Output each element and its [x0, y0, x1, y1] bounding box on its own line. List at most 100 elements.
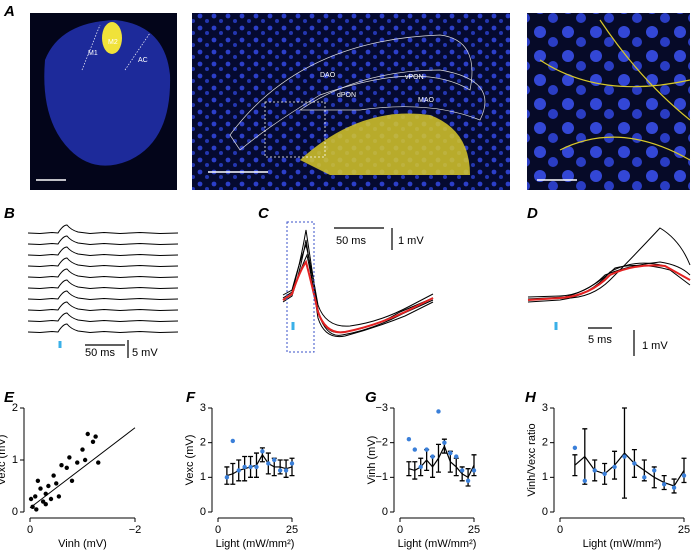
y-tick-label: 0	[542, 506, 548, 518]
y-axis-label: Vinh/Vexc ratio	[526, 423, 538, 496]
scale-label: 5 ms	[588, 334, 612, 346]
x-axis-label: Light (mW/mm²)	[583, 538, 662, 550]
point	[80, 447, 85, 452]
point	[67, 455, 72, 460]
y-tick-label: 1	[542, 471, 548, 483]
point	[572, 445, 578, 451]
point	[642, 475, 647, 480]
y-tick-label: 1	[12, 454, 18, 466]
point	[248, 464, 253, 470]
point	[622, 454, 627, 459]
error-bar	[406, 461, 412, 477]
image-label: vPON	[405, 74, 424, 81]
scale-label: 50 ms	[85, 347, 115, 359]
scale-label: 1 mV	[398, 235, 424, 247]
y-tick-label: 0	[12, 506, 18, 518]
point	[43, 502, 48, 507]
scale-label: 50 ms	[336, 235, 366, 247]
y-tick-label: −3	[375, 402, 388, 414]
x-axis-label: Vinh (mV)	[58, 538, 107, 550]
x-tick-label: −2	[129, 524, 142, 536]
point	[652, 468, 657, 473]
point	[54, 481, 59, 486]
y-tick-label: 3	[200, 402, 206, 414]
point	[277, 468, 283, 473]
x-axis-label: Light (mW/mm²)	[398, 538, 477, 550]
point	[69, 478, 75, 483]
point	[51, 473, 56, 478]
x-tick-label: 25	[678, 524, 690, 536]
y-tick-label: 0	[200, 506, 206, 518]
point	[681, 473, 687, 478]
point	[38, 486, 43, 491]
y-tick-label: −1	[375, 471, 388, 483]
point	[82, 457, 88, 463]
point	[30, 504, 35, 509]
y-tick-label: 2	[12, 402, 18, 414]
traces-d	[527, 227, 691, 303]
panel-label: C	[258, 205, 270, 222]
point	[236, 468, 241, 473]
scale-label: 5 mV	[132, 347, 158, 359]
panel-label: D	[527, 205, 538, 222]
y-tick-label: 0	[382, 506, 388, 518]
point	[471, 468, 477, 473]
point	[448, 450, 453, 456]
panel-label: H	[525, 389, 537, 406]
image-closeup	[527, 13, 691, 190]
point	[224, 475, 230, 480]
point	[75, 460, 80, 465]
point	[64, 465, 69, 470]
point	[48, 496, 54, 502]
point	[602, 471, 607, 477]
image-label: M2	[108, 39, 118, 46]
point	[671, 485, 677, 490]
point	[242, 464, 247, 470]
zoom-box	[286, 221, 315, 353]
point	[283, 468, 289, 473]
point	[661, 482, 667, 487]
point	[272, 457, 277, 463]
y-axis-label: Vinh (mV)	[366, 436, 378, 485]
mean-line	[408, 444, 475, 479]
point	[34, 507, 39, 512]
point	[454, 454, 459, 459]
point	[56, 494, 62, 499]
panel-label: A	[3, 3, 15, 20]
panel-label: B	[4, 205, 15, 222]
point	[93, 434, 98, 439]
point	[592, 468, 597, 473]
point	[96, 460, 101, 465]
point	[254, 464, 259, 470]
point	[266, 461, 271, 466]
point	[406, 437, 412, 442]
panel-label: G	[365, 389, 377, 406]
x-tick-label: 0	[397, 524, 403, 536]
x-tick-label: 25	[468, 524, 480, 536]
point	[230, 438, 235, 444]
x-tick-label: 0	[557, 524, 563, 536]
point	[459, 468, 465, 473]
point	[418, 464, 423, 470]
panel-label: E	[4, 389, 15, 406]
y-tick-label: 2	[542, 437, 548, 449]
point	[85, 431, 90, 437]
image-label: DAO	[320, 72, 336, 79]
point	[46, 483, 51, 489]
y-tick-label: 3	[542, 402, 548, 414]
image-label: MAO	[418, 97, 435, 104]
mean-line	[574, 452, 685, 487]
point	[260, 449, 265, 454]
image-label: AC	[138, 57, 148, 64]
point	[412, 447, 417, 452]
point	[430, 454, 435, 459]
point	[33, 494, 38, 499]
point	[465, 478, 471, 483]
y-tick-label: −2	[375, 437, 388, 449]
point	[90, 439, 96, 444]
image-label: dPON	[337, 92, 356, 99]
point	[436, 409, 441, 414]
y-tick-label: 2	[200, 437, 206, 449]
point	[35, 478, 41, 483]
